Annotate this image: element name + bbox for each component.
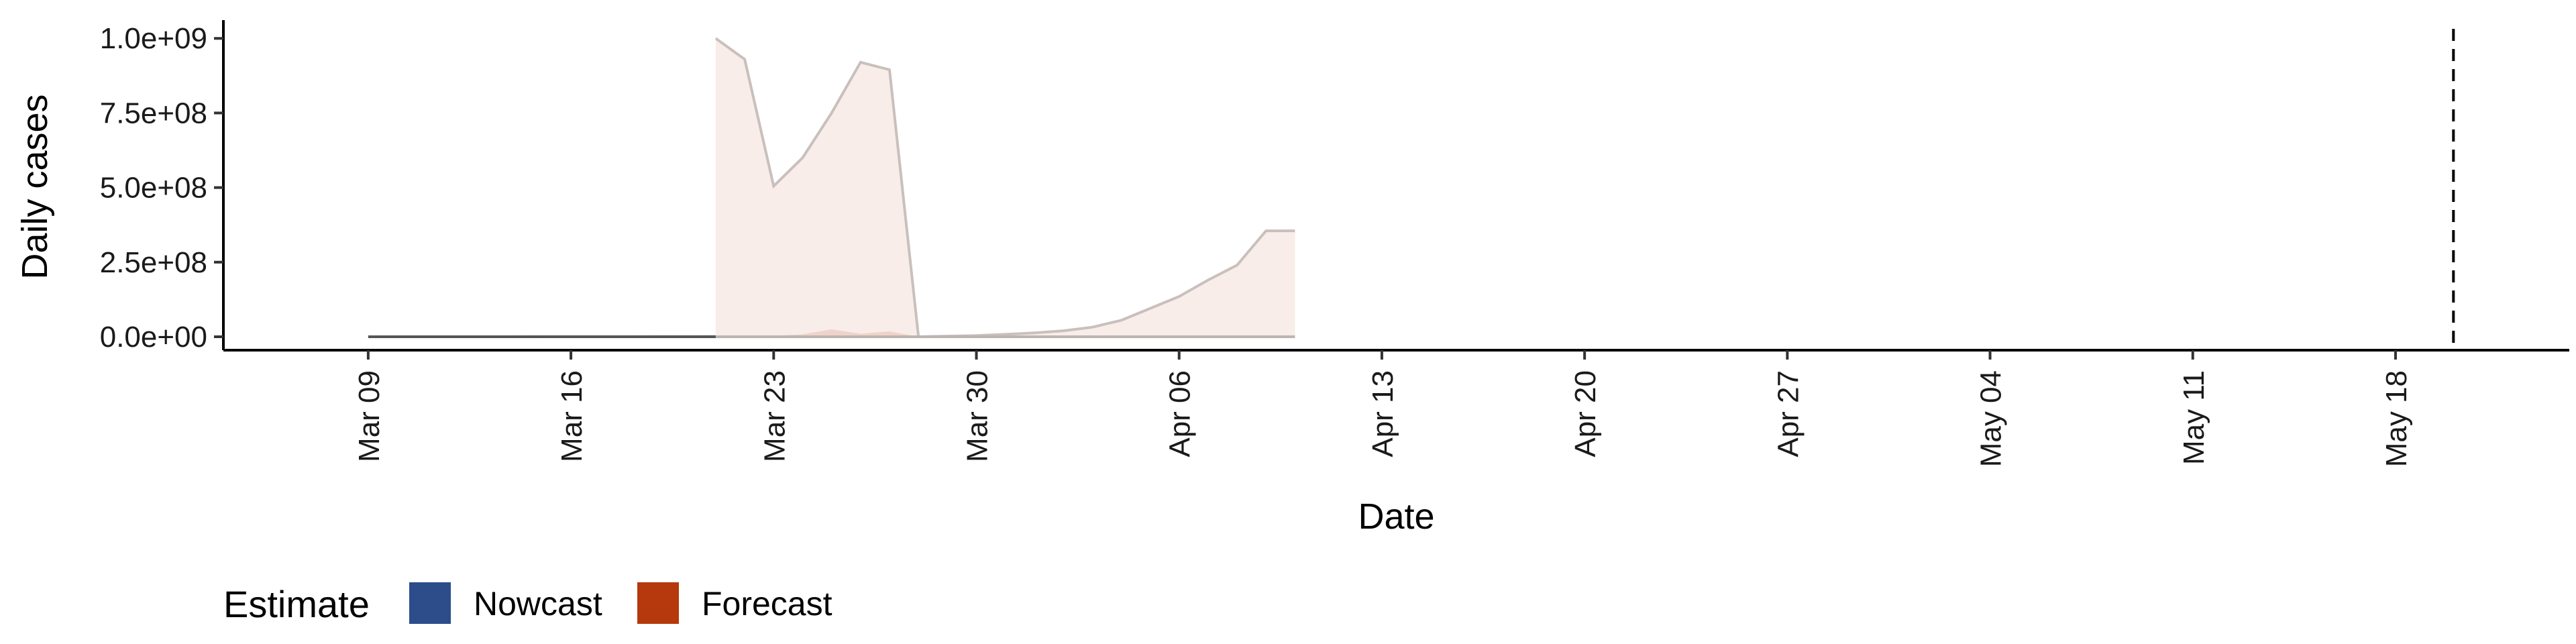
y-axis-title: Daily cases bbox=[15, 94, 55, 279]
plot-area bbox=[368, 29, 2455, 350]
axes: 0.0e+00 2.5e+08 5.0e+08 7.5e+08 1.0e+09 Mar 0… bbox=[100, 20, 2569, 467]
x-tick-label: Apr 27 bbox=[1772, 370, 1805, 458]
y-tick-label: 0.0e+00 bbox=[100, 321, 207, 354]
legend: Estimate Nowcast Forecast bbox=[223, 582, 833, 625]
forecast-inner-ribbon bbox=[715, 329, 1295, 337]
x-tick-label: Mar 23 bbox=[758, 370, 791, 462]
x-tick-label: Apr 13 bbox=[1366, 370, 1399, 458]
x-tick-label: May 11 bbox=[2178, 370, 2210, 465]
forecast-ribbon bbox=[715, 38, 1295, 337]
y-tick-label: 5.0e+08 bbox=[100, 172, 207, 205]
legend-swatch-nowcast bbox=[409, 582, 451, 624]
x-tick-label: Mar 09 bbox=[353, 370, 386, 462]
x-tick-label: Mar 30 bbox=[961, 370, 994, 462]
legend-label-nowcast: Nowcast bbox=[474, 585, 602, 623]
y-tick-label: 2.5e+08 bbox=[100, 246, 207, 279]
y-tick-label: 1.0e+09 bbox=[100, 22, 207, 55]
legend-swatch-forecast bbox=[637, 582, 679, 624]
y-tick-label: 7.5e+08 bbox=[100, 97, 207, 129]
x-axis-title: Date bbox=[1358, 496, 1434, 537]
x-tick-label: Apr 20 bbox=[1569, 370, 1602, 458]
legend-title: Estimate bbox=[223, 583, 370, 625]
x-tick-label: May 18 bbox=[2380, 370, 2413, 467]
forecast-upper-line bbox=[714, 37, 1295, 339]
x-tick-label: Apr 06 bbox=[1164, 370, 1197, 458]
x-tick-label: May 04 bbox=[1975, 370, 2008, 467]
x-tick-label: Mar 16 bbox=[555, 370, 588, 462]
legend-label-forecast: Forecast bbox=[702, 585, 833, 623]
